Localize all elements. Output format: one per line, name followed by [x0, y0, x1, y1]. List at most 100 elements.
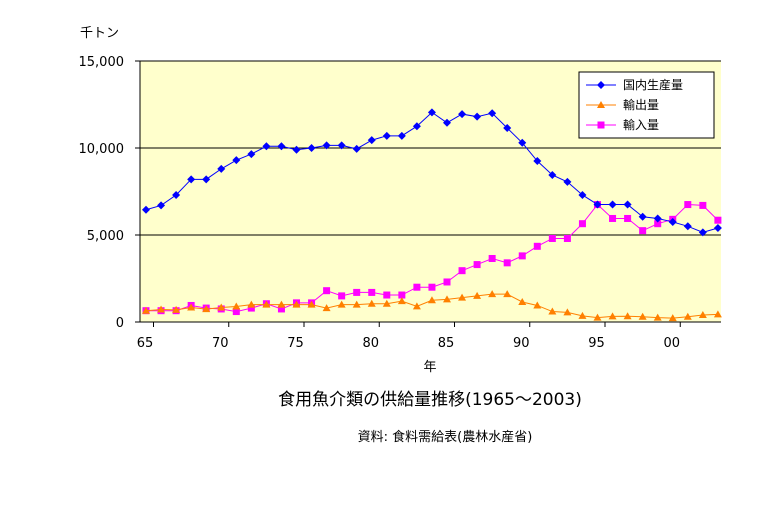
data-point — [473, 291, 482, 299]
data-point — [503, 123, 512, 132]
gridlines — [140, 60, 721, 236]
data-point — [187, 303, 196, 311]
data-point — [412, 122, 421, 131]
data-point — [427, 296, 436, 304]
data-point — [277, 142, 286, 151]
series-1 — [142, 108, 722, 237]
data-point — [338, 292, 346, 300]
data-point — [398, 291, 406, 299]
data-point — [292, 145, 301, 154]
data-point — [337, 141, 346, 150]
data-point — [684, 201, 692, 209]
data-point — [563, 177, 572, 186]
data-point — [443, 278, 451, 286]
data-point — [609, 214, 617, 222]
data-point — [322, 304, 331, 312]
legend-marker — [597, 101, 605, 108]
data-point — [518, 297, 527, 305]
data-point — [413, 283, 421, 291]
data-point — [232, 156, 241, 165]
source-note: 資料: 食料需給表(農林水産省) — [358, 429, 533, 445]
data-point — [247, 300, 256, 308]
data-point — [292, 300, 301, 308]
data-point — [353, 288, 361, 296]
legend-marker — [597, 121, 605, 129]
data-point — [277, 300, 286, 308]
data-point — [443, 295, 451, 303]
data-point — [683, 222, 692, 231]
legend-label: 輸入量 — [623, 117, 659, 132]
data-point — [503, 290, 512, 298]
data-point — [262, 142, 271, 151]
data-point — [668, 314, 677, 322]
y-axis-ticks: 0 5,000 10,000 15,000 — [79, 55, 140, 331]
data-point — [533, 157, 542, 166]
data-point — [322, 141, 331, 150]
data-point — [232, 302, 241, 310]
data-point — [397, 131, 406, 140]
data-point — [367, 136, 376, 145]
data-point — [232, 308, 240, 316]
data-point — [382, 299, 391, 307]
x-axis-ticks: 65 70 75 80 85 90 95 00 — [137, 322, 681, 351]
chart-title: 食用魚介類の供給量推移(1965～2003) — [278, 390, 582, 410]
data-point — [427, 108, 436, 117]
data-point — [142, 306, 150, 314]
data-point — [142, 205, 150, 214]
data-point — [668, 217, 677, 226]
data-point — [383, 291, 391, 299]
data-point — [397, 297, 406, 305]
data-point — [473, 261, 481, 269]
data-point — [488, 109, 497, 118]
data-point — [172, 190, 181, 199]
data-point — [714, 216, 722, 224]
data-point — [698, 311, 707, 319]
data-point — [458, 267, 466, 275]
data-point — [157, 201, 166, 210]
x-tick-label: 75 — [287, 336, 304, 351]
data-point — [638, 312, 647, 320]
data-point — [247, 150, 256, 159]
x-tick-label: 85 — [438, 336, 455, 351]
y-tick-label: 15,000 — [79, 55, 125, 70]
data-point — [412, 302, 421, 310]
data-point — [563, 308, 572, 316]
data-point — [337, 300, 346, 308]
data-point — [172, 305, 181, 313]
data-point — [713, 224, 722, 233]
data-point — [623, 200, 632, 209]
data-point — [307, 144, 316, 152]
data-point — [593, 313, 602, 321]
data-point — [382, 131, 391, 140]
data-point — [368, 288, 376, 296]
y-axis-unit-label: 千トン — [80, 26, 119, 41]
data-point — [548, 170, 557, 179]
data-point — [578, 190, 587, 199]
data-point — [488, 254, 496, 262]
data-point — [367, 299, 376, 307]
x-tick-label: 95 — [588, 336, 605, 351]
data-point — [503, 259, 511, 267]
x-tick-label: 90 — [513, 336, 530, 351]
data-point — [458, 293, 467, 301]
x-tick-label: 80 — [362, 336, 379, 351]
data-point — [653, 214, 662, 223]
series-2 — [142, 290, 722, 322]
data-point — [563, 234, 571, 242]
data-point — [638, 212, 647, 221]
legend-label: 輸出量 — [623, 97, 659, 112]
data-point — [202, 175, 211, 184]
data-point — [653, 313, 662, 321]
data-point — [187, 175, 196, 184]
data-point — [277, 305, 285, 313]
data-point — [488, 290, 497, 298]
data-point — [323, 287, 331, 295]
data-point — [593, 200, 602, 209]
data-point — [217, 303, 226, 311]
data-point — [654, 220, 662, 228]
data-point — [352, 300, 361, 308]
data-point — [698, 228, 707, 237]
data-point — [713, 310, 722, 318]
